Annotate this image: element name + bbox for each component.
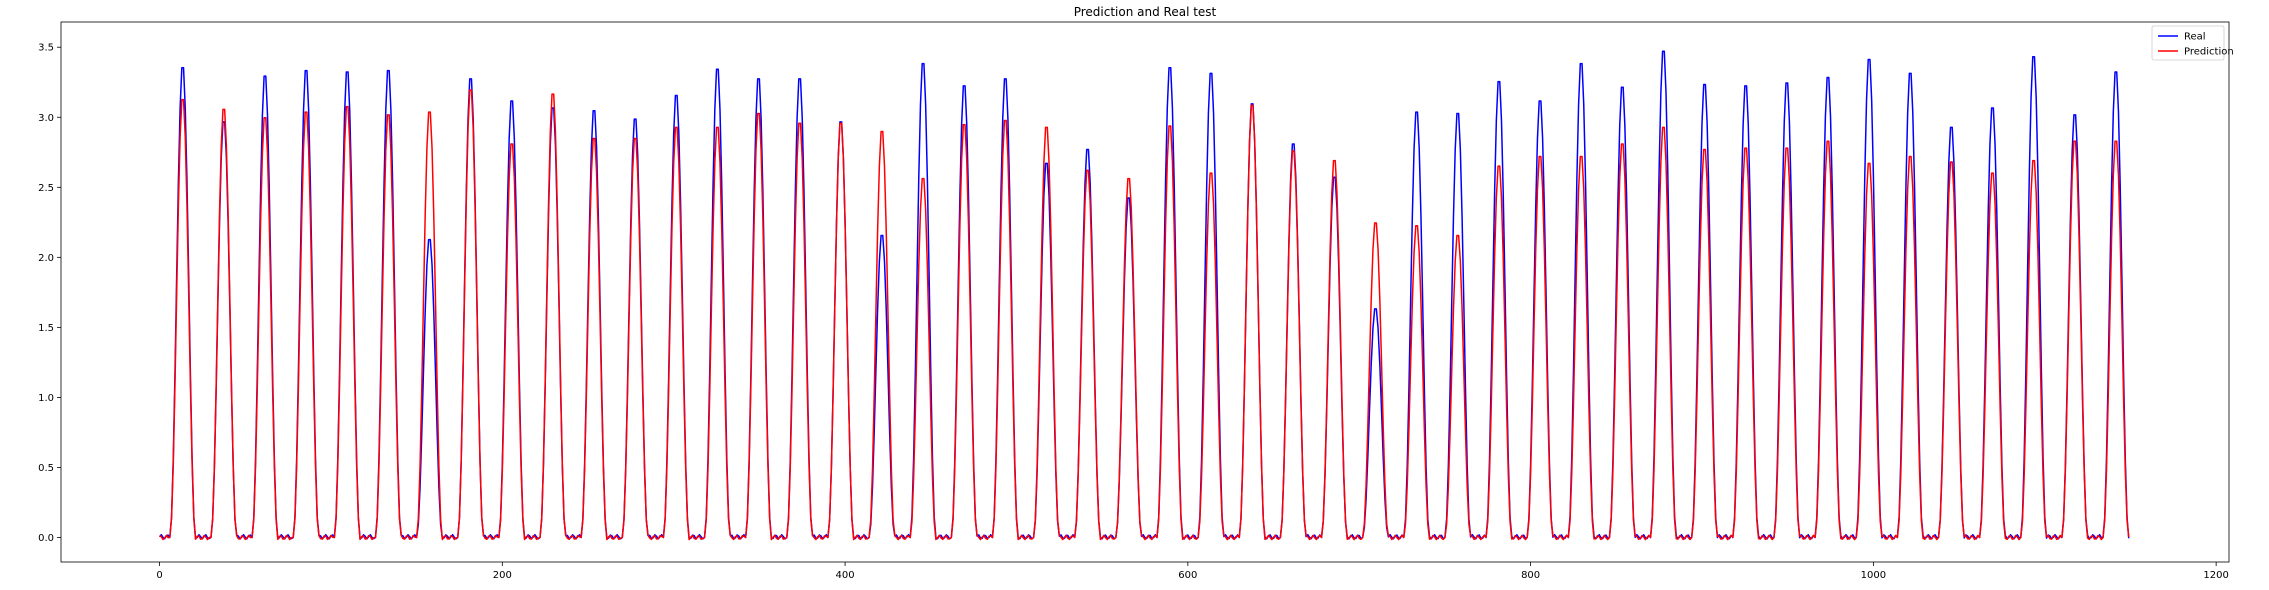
chart-title: Prediction and Real test (1074, 5, 1217, 19)
plot-frame (60, 21, 2230, 563)
x-tick-label: 800 (1521, 570, 1540, 581)
y-tick-label: 1.0 (38, 393, 54, 404)
y-axis: 0.0 0.5 1.0 1.5 2.0 2.5 3.0 3.5 (38, 43, 61, 544)
x-tick-label: 0 (156, 570, 162, 581)
y-tick-label: 2.5 (38, 183, 54, 194)
x-tick-label: 600 (1178, 570, 1197, 581)
series-line-prediction (159, 89, 2130, 541)
legend: Real Prediction (2151, 25, 2234, 61)
series-group (158, 50, 2130, 541)
x-tick-label: 200 (493, 570, 512, 581)
y-tick-label: 2.0 (38, 253, 54, 264)
x-tick-label: 400 (836, 570, 855, 581)
x-tick-label: 1200 (2203, 570, 2228, 581)
plot-area (61, 22, 2229, 562)
legend-entry: Prediction (2184, 47, 2234, 58)
y-tick-label: 0.5 (38, 463, 54, 474)
x-axis: 0 200 400 600 800 1000 1200 (156, 562, 2229, 581)
y-tick-label: 3.5 (38, 43, 54, 54)
y-tick-label: 1.5 (38, 323, 54, 334)
legend-entry: Real (2184, 32, 2206, 43)
x-tick-label: 1000 (1861, 570, 1886, 581)
y-tick-label: 0.0 (38, 533, 54, 544)
y-tick-label: 3.0 (38, 113, 54, 124)
